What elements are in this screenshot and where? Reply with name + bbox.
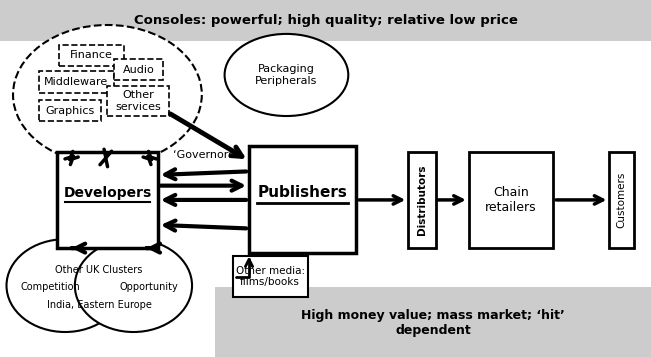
- Bar: [408, 152, 436, 248]
- Text: Finance: Finance: [70, 50, 113, 60]
- Text: Audio: Audio: [122, 65, 154, 75]
- Bar: [233, 256, 307, 297]
- Ellipse shape: [13, 25, 202, 164]
- Text: Competition: Competition: [20, 282, 80, 292]
- Bar: [609, 152, 634, 248]
- Bar: [469, 152, 553, 248]
- Text: Graphics: Graphics: [46, 106, 94, 116]
- Bar: [57, 152, 158, 248]
- Text: Other UK Clusters: Other UK Clusters: [55, 265, 143, 275]
- Bar: [59, 45, 124, 66]
- Text: Packaging
Peripherals: Packaging Peripherals: [255, 64, 318, 86]
- Ellipse shape: [225, 34, 348, 116]
- Text: Other media:
films/books: Other media: films/books: [236, 266, 305, 287]
- Text: Consoles: powerful; high quality; relative low price: Consoles: powerful; high quality; relati…: [133, 14, 518, 27]
- Text: High money value; mass market; ‘hit’
dependent: High money value; mass market; ‘hit’ dep…: [301, 309, 565, 337]
- Text: India, Eastern Europe: India, Eastern Europe: [46, 300, 152, 310]
- Text: Middleware: Middleware: [44, 77, 109, 87]
- Bar: [39, 100, 101, 121]
- Bar: [107, 86, 169, 116]
- Bar: [0, 0, 651, 41]
- Ellipse shape: [7, 239, 124, 332]
- Text: Distributors: Distributors: [417, 165, 427, 235]
- Text: Opportunity: Opportunity: [119, 282, 178, 292]
- Bar: [215, 287, 651, 357]
- Bar: [249, 146, 357, 253]
- Text: ‘Governors’: ‘Governors’: [173, 150, 238, 160]
- Text: Chain
retailers: Chain retailers: [485, 186, 537, 214]
- Text: Publishers: Publishers: [258, 185, 348, 200]
- Bar: [39, 71, 114, 93]
- Text: Developers: Developers: [63, 186, 152, 200]
- Bar: [114, 59, 163, 80]
- Text: Customers: Customers: [616, 172, 627, 228]
- Text: Other
services: Other services: [115, 90, 161, 112]
- Ellipse shape: [75, 239, 192, 332]
